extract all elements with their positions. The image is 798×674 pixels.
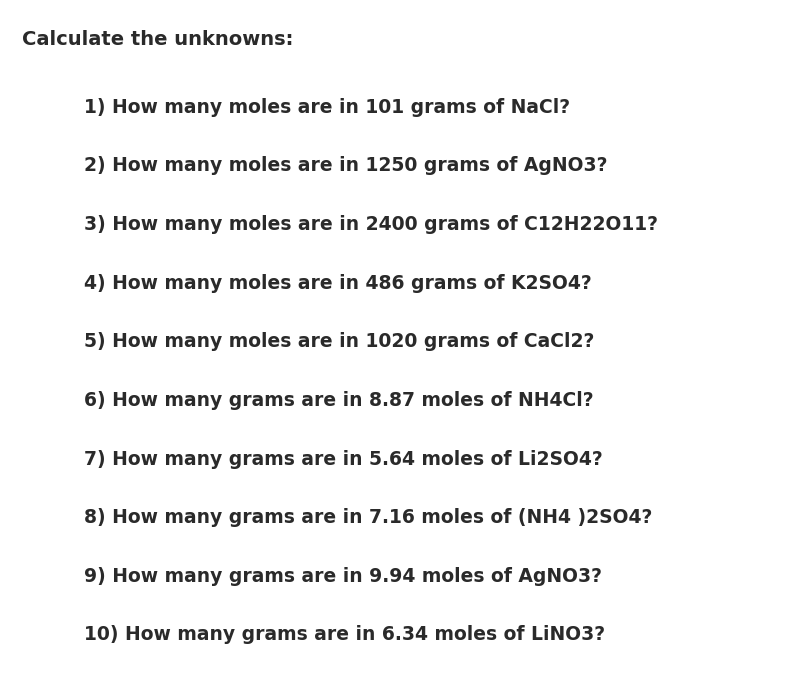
- Text: 1) How many moles are in 101 grams of NaCl?: 1) How many moles are in 101 grams of Na…: [84, 98, 570, 117]
- Text: 6) How many grams are in 8.87 moles of NH4Cl?: 6) How many grams are in 8.87 moles of N…: [84, 391, 594, 410]
- Text: 3) How many moles are in 2400 grams of C12H22O11?: 3) How many moles are in 2400 grams of C…: [84, 215, 658, 234]
- Text: 8) How many grams are in 7.16 moles of (NH4 )2SO4?: 8) How many grams are in 7.16 moles of (…: [84, 508, 652, 527]
- Text: 7) How many grams are in 5.64 moles of Li2SO4?: 7) How many grams are in 5.64 moles of L…: [84, 450, 602, 468]
- Text: 2) How many moles are in 1250 grams of AgNO3?: 2) How many moles are in 1250 grams of A…: [84, 156, 607, 175]
- Text: 5) How many moles are in 1020 grams of CaCl2?: 5) How many moles are in 1020 grams of C…: [84, 332, 595, 351]
- Text: 9) How many grams are in 9.94 moles of AgNO3?: 9) How many grams are in 9.94 moles of A…: [84, 567, 602, 586]
- Text: 10) How many grams are in 6.34 moles of LiNO3?: 10) How many grams are in 6.34 moles of …: [84, 625, 605, 644]
- Text: Calculate the unknowns:: Calculate the unknowns:: [22, 30, 294, 49]
- Text: 4) How many moles are in 486 grams of K2SO4?: 4) How many moles are in 486 grams of K2…: [84, 274, 591, 293]
